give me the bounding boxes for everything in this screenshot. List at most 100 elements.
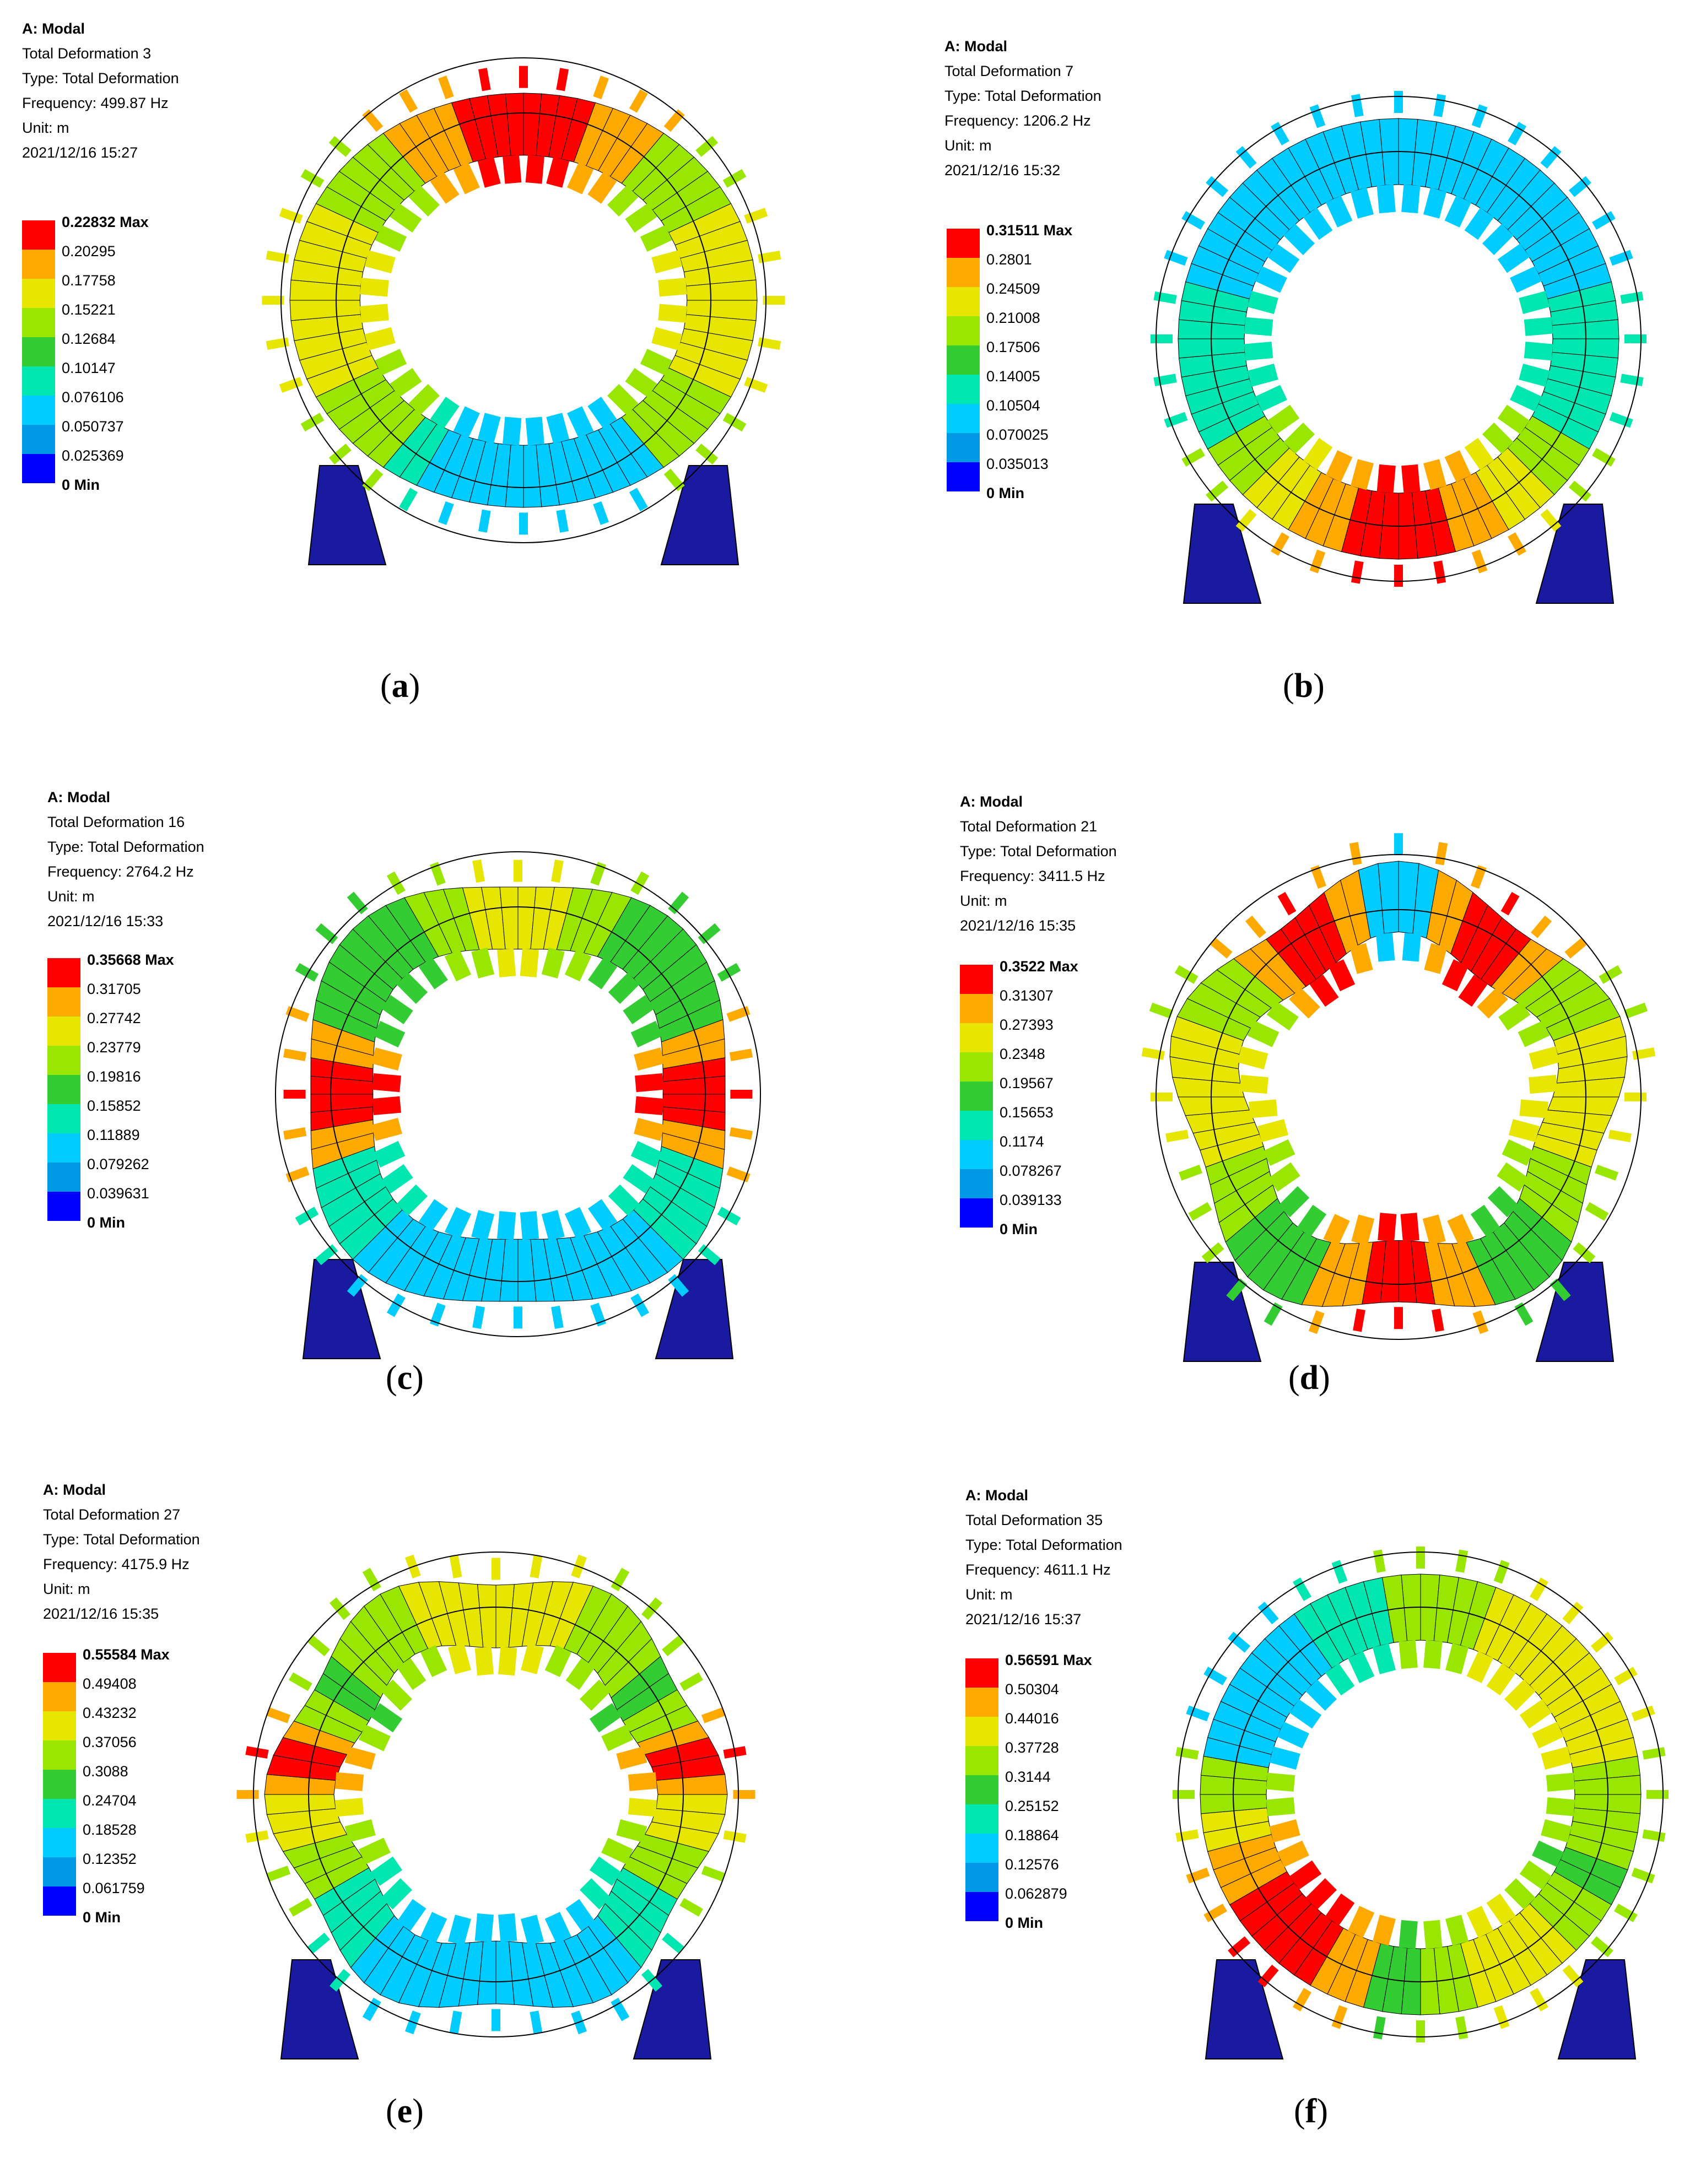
outer-rib <box>1508 532 1526 556</box>
outer-rib <box>1592 211 1616 230</box>
legend-swatch <box>47 1104 80 1133</box>
legend-min-label: 0 Min <box>1000 1221 1038 1237</box>
outer-rib <box>679 1898 703 1917</box>
outer-rib <box>1568 176 1591 197</box>
modal-result-panel-f: A: Modal Total Deformation 35 Type: Total … <box>853 1456 1706 2183</box>
stator-tooth <box>418 1199 448 1231</box>
outer-rib <box>283 1048 307 1061</box>
stator-tooth <box>635 1073 664 1093</box>
stator-tooth <box>1532 1840 1564 1867</box>
stator-tooth <box>1519 1099 1548 1118</box>
stator-tooth <box>1497 1162 1529 1192</box>
result-timestamp: 2021/12/16 15:35 <box>960 917 1076 934</box>
stator-tooth <box>525 155 544 184</box>
outer-rib <box>449 1555 462 1578</box>
stator-tooth <box>1486 1893 1516 1926</box>
legend-swatch <box>47 1133 80 1163</box>
modal-result-panel-d: A: Modal Total Deformation 21 Type: Total … <box>853 728 1706 1456</box>
legend-swatch <box>22 425 55 454</box>
stator-tooth <box>1244 342 1273 361</box>
stator-tooth <box>396 972 428 1004</box>
outer-rib <box>1308 1310 1325 1334</box>
outer-rib <box>1614 1904 1638 1922</box>
legend-value-label: 0.035013 <box>986 456 1049 472</box>
undeformed-inner-outline <box>1211 151 1586 527</box>
legend-value-label: 0.18528 <box>83 1821 137 1838</box>
stator-tooth <box>1399 1640 1418 1669</box>
outer-rib <box>1277 891 1297 916</box>
outer-rib <box>362 1567 381 1592</box>
outer-rib <box>1264 1302 1283 1326</box>
caption-open-paren: ( <box>380 667 392 705</box>
legend-swatch <box>43 1770 76 1799</box>
legend-value-label: 0.25152 <box>1005 1798 1059 1814</box>
panel-caption: (a) <box>380 667 420 706</box>
left-support-foot <box>307 465 387 565</box>
stator-tooth <box>628 1772 657 1791</box>
panel-caption: (d) <box>1288 1359 1330 1398</box>
outer-rib <box>1540 509 1562 532</box>
legend-swatch <box>947 258 980 287</box>
outer-rib <box>701 1707 725 1723</box>
stator-tooth <box>651 327 683 350</box>
stator-tooth <box>1424 943 1448 974</box>
outer-rib <box>1530 1577 1548 1601</box>
outer-rib <box>1310 865 1326 889</box>
stator-tooth <box>503 155 522 184</box>
ring-sector <box>1552 1077 1625 1098</box>
result-info-block: A: Modal Total Deformation 27 Type: Total … <box>43 1478 200 1626</box>
outer-rib <box>1309 549 1326 574</box>
outer-rib <box>328 136 352 157</box>
result-type: Type: Total Deformation <box>22 70 179 87</box>
stator-tooth <box>334 1798 364 1817</box>
stator-tooth <box>1328 959 1356 992</box>
stator-tooth <box>1283 224 1315 255</box>
outer-rib <box>1568 480 1591 502</box>
stator-deformation-contour <box>1141 833 1656 1362</box>
legend-swatch <box>43 1740 76 1770</box>
outer-rib <box>1309 104 1326 128</box>
stator-tooth <box>497 948 516 977</box>
stator-tooth <box>567 162 594 194</box>
outer-rib <box>744 377 768 393</box>
outer-rib <box>1271 532 1289 556</box>
outer-rib <box>1235 509 1257 532</box>
stator-tooth <box>608 972 640 1004</box>
stator-tooth <box>503 417 522 446</box>
undeformed-outline <box>280 57 766 543</box>
stator-tooth <box>1458 975 1488 1007</box>
legend-value-label: 0.24509 <box>986 280 1040 297</box>
stator-tooth <box>1508 1119 1540 1143</box>
caption-letter: d <box>1299 1359 1319 1397</box>
outer-rib <box>1455 1549 1469 1573</box>
stator-tooth <box>1255 385 1287 412</box>
result-type: Type: Total Deformation <box>47 839 204 855</box>
stator-tooth <box>1255 266 1287 293</box>
legend-swatch <box>947 433 980 462</box>
legend-value-label: 0.039133 <box>1000 1192 1062 1208</box>
outer-rib <box>1228 1631 1251 1653</box>
panel-caption: (e) <box>386 2092 424 2131</box>
result-name: Total Deformation 21 <box>960 818 1098 835</box>
stator-tooth <box>1277 1840 1309 1867</box>
stator-tooth <box>658 278 687 297</box>
stator-tooth <box>541 947 565 979</box>
stator-tooth <box>444 949 472 982</box>
outer-rib <box>1353 1309 1365 1332</box>
stator-tooth <box>1269 1819 1300 1842</box>
stator-tooth <box>474 1646 494 1676</box>
legend-value-label: 0.039631 <box>87 1185 149 1202</box>
legend-max-label: 0.31511 Max <box>986 222 1073 239</box>
outer-rib <box>1433 560 1446 584</box>
stator-tooth <box>1303 208 1333 240</box>
stator-tooth <box>623 1164 655 1194</box>
legend-value-label: 0.050737 <box>62 418 124 435</box>
legend-swatch <box>947 462 980 491</box>
outer-rib <box>1624 1002 1648 1019</box>
modal-result-panel-e: A: Modal Total Deformation 27 Type: Total … <box>0 1456 853 2183</box>
legend-swatch <box>22 396 55 425</box>
stator-tooth <box>358 1725 391 1751</box>
stator-tooth <box>1423 187 1446 219</box>
outer-rib <box>593 501 609 525</box>
stator-tooth <box>408 185 440 217</box>
